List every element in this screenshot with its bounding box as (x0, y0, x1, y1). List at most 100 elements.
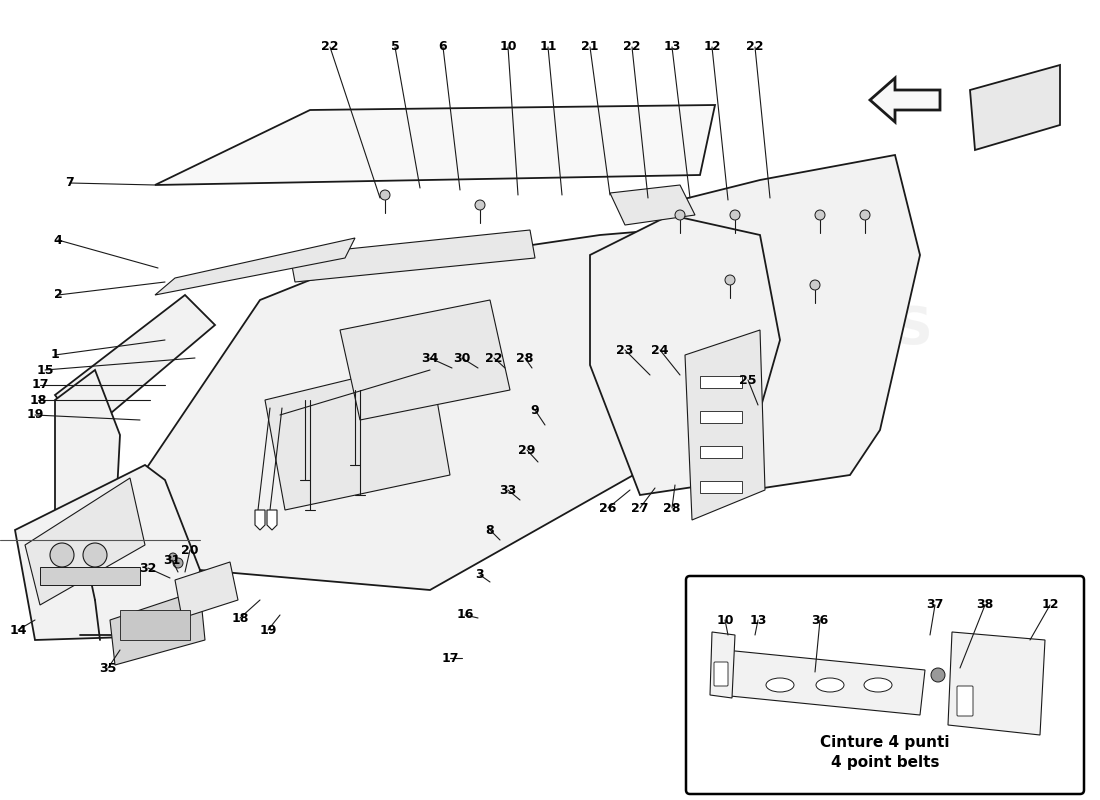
Polygon shape (175, 562, 238, 618)
Polygon shape (870, 78, 940, 122)
Text: 22: 22 (624, 41, 640, 54)
Text: 6: 6 (439, 41, 448, 54)
Circle shape (173, 558, 183, 568)
Text: 22: 22 (321, 41, 339, 54)
Text: 13: 13 (749, 614, 767, 626)
Bar (700, 446, 743, 458)
Polygon shape (710, 632, 735, 698)
Text: 10: 10 (499, 41, 517, 54)
Circle shape (730, 210, 740, 220)
Text: 37: 37 (926, 598, 944, 611)
Polygon shape (970, 65, 1060, 150)
Text: 11: 11 (539, 41, 557, 54)
Text: 27: 27 (631, 502, 649, 514)
Circle shape (475, 200, 485, 210)
Text: 2: 2 (54, 289, 63, 302)
Polygon shape (116, 225, 760, 590)
Circle shape (810, 280, 820, 290)
Bar (40, 567, 140, 585)
Text: 20: 20 (182, 543, 199, 557)
Text: 8: 8 (486, 523, 494, 537)
Text: 12: 12 (703, 41, 720, 54)
Text: 38: 38 (977, 598, 993, 611)
Text: 22: 22 (485, 351, 503, 365)
Ellipse shape (766, 678, 794, 692)
Polygon shape (948, 632, 1045, 735)
Ellipse shape (864, 678, 892, 692)
Polygon shape (155, 238, 355, 295)
Ellipse shape (816, 678, 844, 692)
Text: 31: 31 (163, 554, 180, 566)
Text: 28: 28 (663, 502, 681, 514)
Text: a passion for parts: a passion for parts (290, 430, 550, 510)
Text: 18: 18 (231, 611, 249, 625)
Polygon shape (660, 155, 920, 490)
FancyBboxPatch shape (686, 576, 1084, 794)
Polygon shape (55, 295, 215, 435)
Polygon shape (290, 230, 535, 282)
Circle shape (725, 275, 735, 285)
Text: 4: 4 (54, 234, 63, 246)
Text: 23: 23 (616, 343, 634, 357)
Text: 5: 5 (390, 41, 399, 54)
Text: 3: 3 (475, 569, 484, 582)
Text: 4 point belts: 4 point belts (830, 754, 939, 770)
Bar (700, 481, 743, 493)
Bar (700, 376, 743, 388)
Text: 21: 21 (581, 41, 598, 54)
FancyBboxPatch shape (714, 662, 728, 686)
Polygon shape (15, 465, 200, 640)
Text: 17: 17 (31, 378, 48, 391)
Circle shape (82, 543, 107, 567)
Text: 35: 35 (99, 662, 117, 674)
Polygon shape (720, 650, 925, 715)
FancyBboxPatch shape (957, 686, 974, 716)
Text: 14: 14 (9, 623, 26, 637)
Polygon shape (685, 330, 764, 520)
Text: 36: 36 (812, 614, 828, 626)
Text: 15: 15 (36, 363, 54, 377)
Text: 19: 19 (260, 623, 277, 637)
Circle shape (931, 668, 945, 682)
Text: 33: 33 (499, 483, 517, 497)
Text: 26: 26 (600, 502, 617, 514)
Polygon shape (590, 215, 780, 495)
Text: 18: 18 (30, 394, 46, 406)
Text: 24: 24 (651, 343, 669, 357)
Circle shape (815, 210, 825, 220)
Polygon shape (110, 590, 205, 665)
Circle shape (169, 553, 177, 561)
Polygon shape (610, 185, 695, 225)
Text: 19: 19 (26, 409, 44, 422)
Text: 34: 34 (421, 351, 439, 365)
Text: 16: 16 (456, 609, 474, 622)
Text: GF
PARTS
85: GF PARTS 85 (747, 244, 934, 416)
Text: 29: 29 (518, 443, 536, 457)
Polygon shape (55, 370, 120, 570)
Polygon shape (25, 478, 145, 605)
Polygon shape (155, 105, 715, 185)
Circle shape (860, 210, 870, 220)
Circle shape (675, 210, 685, 220)
Text: 13: 13 (663, 41, 681, 54)
Circle shape (379, 190, 390, 200)
Text: 12: 12 (1042, 598, 1058, 611)
Text: 25: 25 (739, 374, 757, 386)
Polygon shape (265, 360, 450, 510)
Text: 22: 22 (746, 41, 763, 54)
Text: 32: 32 (140, 562, 156, 574)
Text: 10: 10 (716, 614, 734, 626)
Circle shape (50, 543, 74, 567)
Bar (700, 411, 743, 423)
Text: 17: 17 (441, 651, 459, 665)
Polygon shape (340, 300, 510, 420)
Text: 28: 28 (516, 351, 534, 365)
Polygon shape (267, 510, 277, 530)
Text: 30: 30 (453, 351, 471, 365)
Text: 9: 9 (530, 403, 539, 417)
Text: 1: 1 (51, 349, 59, 362)
Polygon shape (255, 510, 265, 530)
Bar (120, 610, 190, 640)
Text: 7: 7 (66, 177, 75, 190)
Text: Cinture 4 punti: Cinture 4 punti (821, 734, 949, 750)
